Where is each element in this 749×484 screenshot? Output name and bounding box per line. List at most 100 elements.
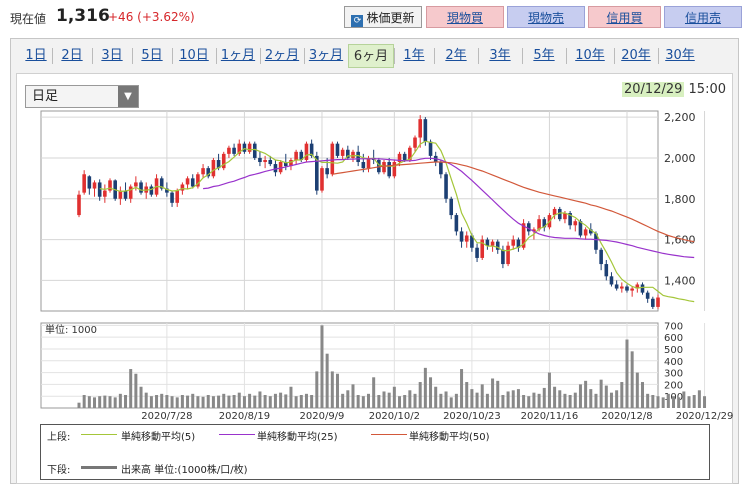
candle-down bbox=[495, 241, 500, 250]
candle-down bbox=[309, 143, 314, 156]
volume-bar bbox=[697, 390, 701, 408]
volume-bar bbox=[429, 377, 433, 408]
candle-up bbox=[304, 143, 309, 160]
chart-legend: 上段: 単純移動平均(5) 単純移動平均(25) 単純移動平均(50) 下段: … bbox=[40, 424, 710, 480]
interval-select[interactable]: 日足 ▼ bbox=[25, 85, 139, 108]
volume-bar bbox=[418, 382, 422, 408]
candle-up bbox=[418, 119, 422, 138]
price-value: 1,316 bbox=[56, 6, 110, 26]
candle-down bbox=[165, 188, 169, 193]
tab-1日[interactable]: 1日 bbox=[25, 48, 47, 63]
volume-bar bbox=[635, 372, 639, 408]
volume-bar bbox=[609, 392, 613, 408]
volume-bar bbox=[330, 371, 334, 408]
volume-bar bbox=[144, 392, 148, 408]
volume-bar bbox=[279, 392, 283, 408]
tab-3日[interactable]: 3日 bbox=[101, 48, 123, 63]
tab-6ヶ月[interactable]: 6ヶ月 bbox=[348, 44, 394, 68]
top-bar: 現在値 1,316 +46 (+3.62%) ⟳ 株価更新 現物買 現物売 信用買… bbox=[0, 0, 749, 34]
tab-20年[interactable]: 20年 bbox=[621, 48, 651, 63]
volume-bar bbox=[423, 367, 427, 408]
candle-up bbox=[382, 162, 386, 173]
candle-up bbox=[128, 186, 133, 199]
chevron-down-icon: ▼ bbox=[118, 86, 138, 107]
candle-down bbox=[501, 249, 505, 265]
candle-up bbox=[532, 229, 536, 232]
tab-30年[interactable]: 30年 bbox=[665, 48, 695, 63]
tab-2日[interactable]: 2日 bbox=[61, 48, 83, 63]
candle-up bbox=[340, 149, 345, 156]
volume-bar bbox=[160, 393, 164, 408]
volume-bar bbox=[294, 396, 298, 408]
tab-separator bbox=[394, 48, 395, 64]
candle-down bbox=[428, 141, 433, 156]
volume-bar bbox=[284, 394, 288, 408]
x-tick-label: 2020/12/29 bbox=[676, 411, 734, 422]
refresh-price-button[interactable]: ⟳ 株価更新 bbox=[344, 6, 422, 28]
volume-bar bbox=[506, 391, 510, 408]
volume-bar bbox=[532, 392, 536, 408]
tab-1年[interactable]: 1年 bbox=[403, 48, 425, 63]
volume-bar bbox=[387, 392, 391, 408]
tab-separator bbox=[304, 48, 305, 64]
candle-up bbox=[656, 297, 660, 307]
tab-1ヶ月[interactable]: 1ヶ月 bbox=[220, 48, 256, 63]
candle-down bbox=[516, 239, 521, 248]
volume-bar bbox=[201, 396, 205, 408]
volume-bar bbox=[315, 371, 319, 408]
volume-y-tick-label: 700 bbox=[664, 321, 683, 332]
legend-ma25-label: 単純移動平均(25) bbox=[257, 432, 338, 443]
candle-down bbox=[651, 298, 655, 307]
candle-down bbox=[123, 190, 128, 199]
candle-up bbox=[196, 174, 200, 187]
volume-bar bbox=[155, 395, 159, 408]
volume-bar bbox=[310, 395, 314, 408]
candle-down bbox=[625, 286, 629, 291]
tab-5日[interactable]: 5日 bbox=[141, 48, 163, 63]
volume-bar bbox=[449, 397, 453, 408]
candle-up bbox=[118, 190, 123, 199]
legend-volume-label: 出来高 単位:(1000株/口/枚) bbox=[121, 465, 248, 476]
volume-bar bbox=[211, 396, 215, 408]
candle-up bbox=[413, 137, 417, 148]
candle-up bbox=[175, 190, 180, 203]
volume-bar bbox=[682, 391, 686, 408]
tab-separator bbox=[614, 48, 615, 64]
candle-down bbox=[346, 149, 350, 158]
cash-buy-button[interactable]: 現物買 bbox=[426, 6, 504, 28]
volume-bar bbox=[527, 396, 531, 408]
tab-separator bbox=[172, 48, 173, 64]
refresh-icon: ⟳ bbox=[351, 15, 364, 27]
tab-separator bbox=[658, 48, 659, 64]
candle-down bbox=[315, 155, 319, 191]
volume-bar bbox=[356, 395, 360, 408]
candle-up bbox=[180, 184, 185, 191]
tab-2ヶ月[interactable]: 2ヶ月 bbox=[264, 48, 300, 63]
volume-bar bbox=[656, 396, 660, 408]
candle-down bbox=[542, 219, 547, 228]
volume-bar bbox=[180, 395, 184, 408]
cash-sell-button[interactable]: 現物売 bbox=[507, 6, 585, 28]
tab-10日[interactable]: 10日 bbox=[179, 48, 209, 63]
tab-2年[interactable]: 2年 bbox=[445, 48, 467, 63]
volume-bar bbox=[558, 390, 562, 408]
candle-up bbox=[278, 162, 283, 173]
volume-bar bbox=[139, 386, 143, 408]
volume-bar bbox=[242, 396, 246, 408]
volume-bar bbox=[460, 369, 464, 408]
volume-bar bbox=[134, 373, 138, 408]
tab-5年[interactable]: 5年 bbox=[533, 48, 555, 63]
candle-down bbox=[475, 247, 479, 258]
margin-sell-button[interactable]: 信用売 bbox=[664, 6, 742, 28]
chart-time: 15:00 bbox=[688, 82, 726, 97]
candle-down bbox=[402, 153, 407, 160]
volume-bar bbox=[661, 397, 665, 408]
tab-separator bbox=[260, 48, 261, 64]
tab-3年[interactable]: 3年 bbox=[489, 48, 511, 63]
margin-buy-button[interactable]: 信用買 bbox=[588, 6, 661, 28]
tab-10年[interactable]: 10年 bbox=[575, 48, 605, 63]
candle-up bbox=[490, 241, 495, 246]
candle-up bbox=[92, 182, 97, 189]
candle-up bbox=[227, 147, 231, 154]
tab-3ヶ月[interactable]: 3ヶ月 bbox=[308, 48, 344, 63]
